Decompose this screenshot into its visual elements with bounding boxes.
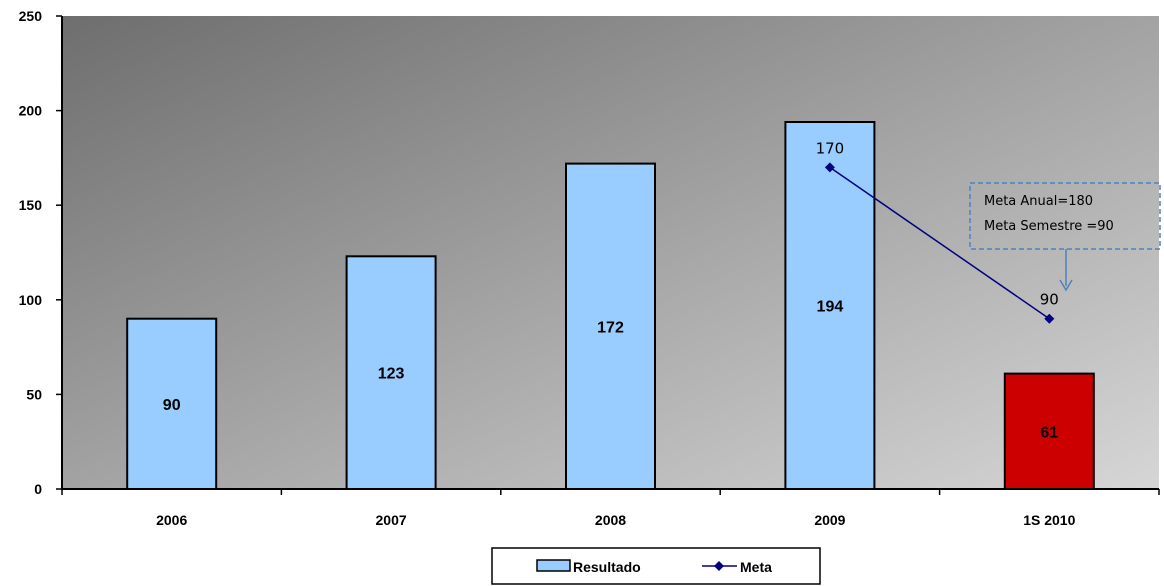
bar-value-label: 123 bbox=[378, 366, 405, 383]
legend-label-meta: Meta bbox=[740, 559, 772, 575]
x-tick-label: 2006 bbox=[156, 512, 187, 528]
y-tick-label: 150 bbox=[19, 197, 43, 213]
x-tick-label: 2009 bbox=[814, 512, 845, 528]
y-tick-label: 100 bbox=[19, 292, 43, 308]
note-line: Meta Semestre =90 bbox=[984, 219, 1114, 234]
x-tick-label: 2007 bbox=[376, 512, 407, 528]
bar-value-label: 172 bbox=[597, 319, 624, 336]
legend-label-resultado: Resultado bbox=[573, 559, 641, 575]
x-tick-label: 1S 2010 bbox=[1023, 512, 1075, 528]
meta-marker bbox=[1044, 313, 1055, 324]
y-tick-label: 200 bbox=[19, 103, 43, 119]
y-tick-label: 250 bbox=[19, 8, 43, 24]
bar-value-label: 90 bbox=[163, 397, 181, 414]
meta-value-label: 170 bbox=[816, 139, 845, 157]
meta-line bbox=[829, 166, 1050, 320]
legend-swatch-resultado bbox=[536, 559, 571, 572]
note-line: Meta Anual=180 bbox=[984, 194, 1093, 209]
y-tick-label: 0 bbox=[34, 481, 42, 497]
bar-2006 bbox=[126, 317, 218, 491]
bar-value-label: 61 bbox=[1040, 424, 1058, 441]
meta-value-label: 90 bbox=[1040, 291, 1059, 309]
legend-swatch-meta-marker bbox=[714, 561, 724, 571]
meta-marker bbox=[824, 162, 835, 173]
note-arrow-head bbox=[1059, 279, 1073, 292]
x-tick-label: 2008 bbox=[595, 512, 626, 528]
bar-2008 bbox=[565, 162, 656, 490]
bar-2007 bbox=[345, 255, 437, 490]
y-tick-label: 50 bbox=[26, 386, 42, 402]
bar-value-label: 194 bbox=[817, 299, 844, 316]
